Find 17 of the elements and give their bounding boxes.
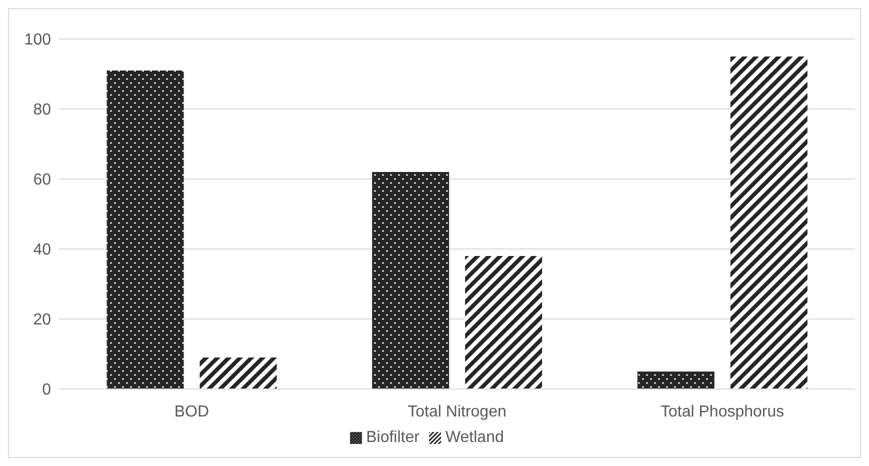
x-tick-label: Total Phosphorus — [660, 403, 784, 420]
y-tick-label: 100 — [24, 32, 52, 49]
bar — [106, 70, 184, 389]
bar — [200, 358, 277, 389]
x-tick-label: BOD — [174, 403, 210, 420]
y-tick-label: 40 — [33, 242, 52, 259]
y-tick-label: 60 — [33, 172, 52, 189]
y-tick-label: 20 — [33, 312, 52, 329]
legend-label: Biofilter — [366, 429, 420, 446]
bar — [637, 372, 714, 389]
bar — [372, 172, 450, 389]
bar — [730, 56, 808, 389]
y-tick-label: 0 — [42, 382, 52, 399]
legend-label: Wetland — [445, 429, 504, 446]
x-tick-label: Total Nitrogen — [408, 403, 506, 420]
y-tick-label: 80 — [33, 102, 52, 119]
bar — [465, 256, 542, 389]
